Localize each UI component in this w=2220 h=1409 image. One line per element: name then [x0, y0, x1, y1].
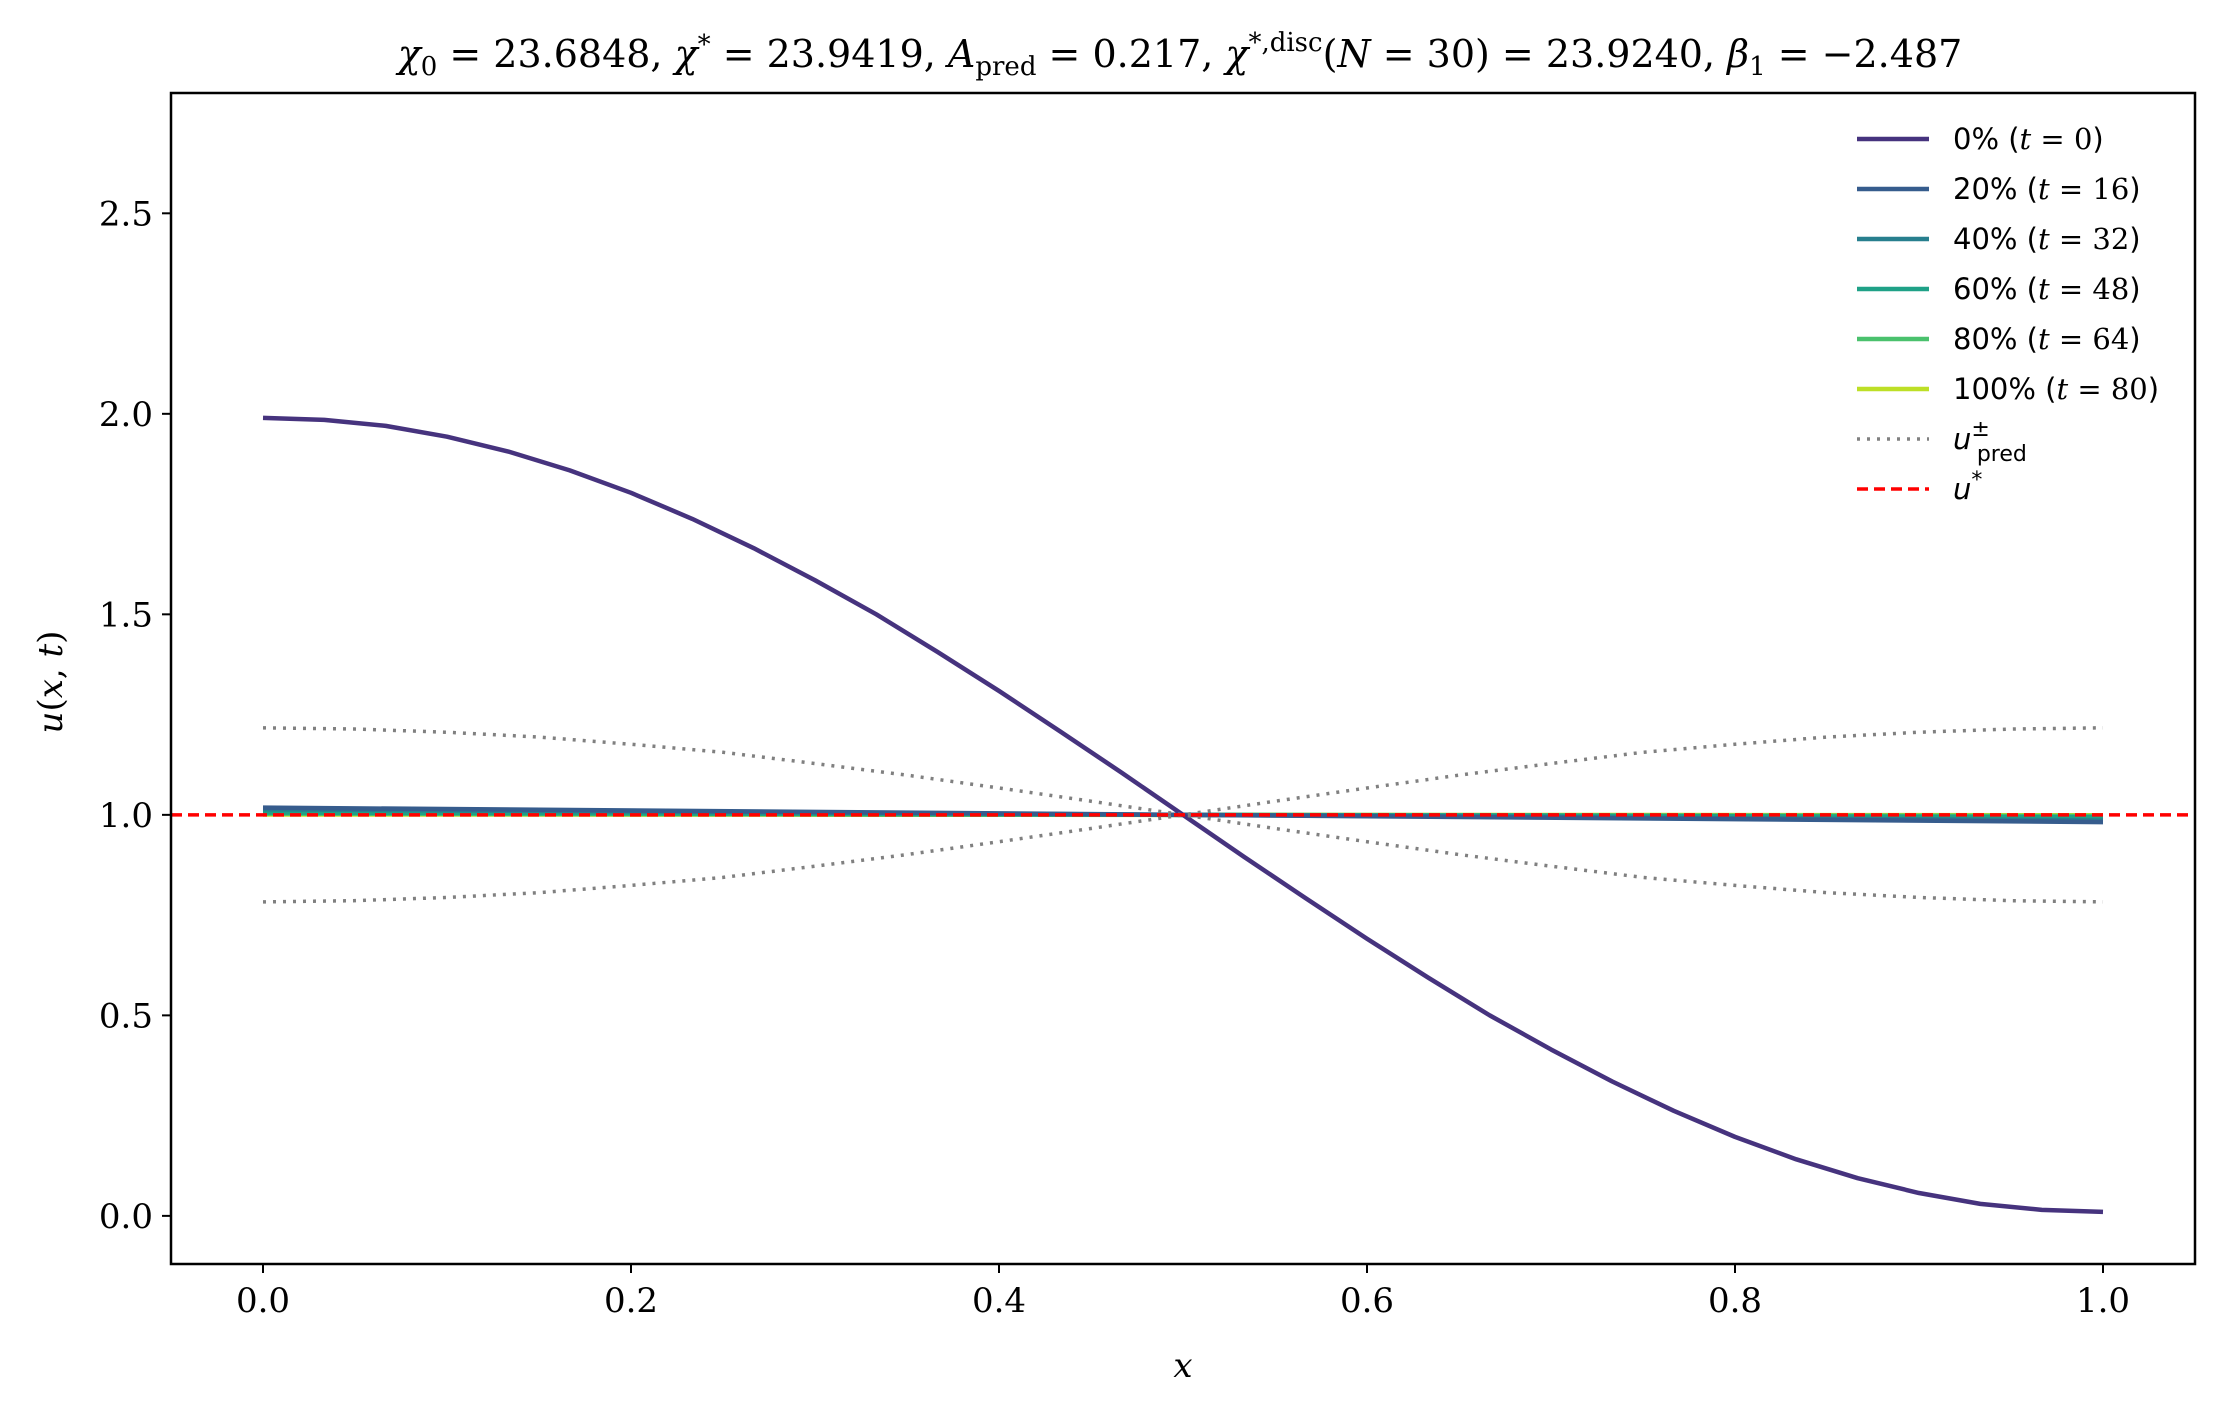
axis-ticks: 0.0 0.2 0.4 0.6 0.8 1.0 0.0 0.5 1.0 1.5 2.0 2.5 [99, 194, 2130, 1321]
x-tick-label: 0.4 [972, 1281, 1026, 1321]
y-tick-label: 1.5 [99, 595, 153, 635]
legend-label-3: 60% (t = 48) [1953, 272, 2141, 306]
y-tick-label: 2.0 [99, 395, 153, 435]
legend-label-8: u* [1953, 468, 1982, 506]
y-tick-label: 2.5 [99, 194, 153, 234]
plot-area [171, 415, 2195, 1215]
axes-frame [169, 91, 2197, 1266]
legend-label-6: u± pred [1953, 417, 2027, 467]
x-tick-label: 0.8 [1708, 1281, 1762, 1321]
legend-label-0: 0% (t = 0) [1953, 122, 2104, 156]
x-axis-label: x [1173, 1346, 1192, 1386]
y-tick-label: 0.0 [99, 1197, 153, 1237]
x-tick-label: 0.2 [604, 1281, 658, 1321]
y-axis-label: u(x, t) [31, 631, 71, 734]
legend-label-4: 80% (t = 64) [1953, 322, 2141, 356]
y-tick-label: 0.5 [99, 996, 153, 1036]
legend: 0% (t = 0) 20% (t = 16) 40% (t = 32) 60% (t… [1857, 122, 2159, 506]
legend-label-2: 40% (t = 32) [1953, 222, 2141, 256]
legend-label-5: 100% (t = 80) [1953, 372, 2159, 406]
legend-label-1: 20% (t = 16) [1953, 172, 2141, 206]
y-tick-label: 1.0 [99, 796, 153, 836]
chart-title: χ0 = 23.6848, χ* = 23.9419, Apred = 0.21… [395, 28, 1963, 82]
x-tick-label: 0.6 [1340, 1281, 1394, 1321]
x-tick-label: 0.0 [236, 1281, 290, 1321]
x-tick-label: 1.0 [2076, 1281, 2130, 1321]
